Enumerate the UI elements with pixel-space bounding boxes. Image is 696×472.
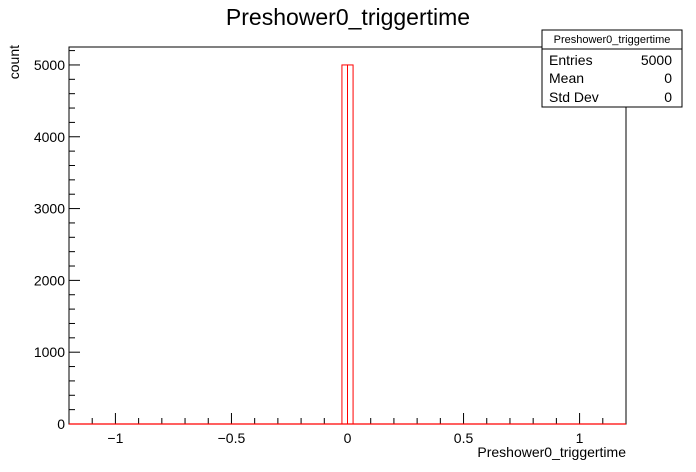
stats-box: Preshower0_triggertime Entries 5000 Mean… <box>541 29 683 108</box>
stats-stddev-value: 0 <box>664 89 672 105</box>
stats-mean-value: 0 <box>664 70 672 86</box>
stats-title: Preshower0_triggertime <box>554 34 671 46</box>
x-tick-label: 0 <box>344 430 352 446</box>
histogram-bin <box>341 64 348 425</box>
stats-entries-label: Entries <box>549 52 593 68</box>
x-tick-label: 0.5 <box>454 430 474 446</box>
stats-mean-label: Mean <box>549 70 584 86</box>
stats-entries-value: 5000 <box>641 52 672 68</box>
y-tick-label: 4000 <box>34 129 65 145</box>
stats-stddev-label: Std Dev <box>549 89 599 105</box>
x-tick-label: −1 <box>107 430 123 446</box>
y-tick-label: 0 <box>57 416 65 432</box>
x-axis-label: Preshower0_triggertime <box>477 444 626 460</box>
histogram-bins <box>69 64 626 425</box>
y-tick-label: 3000 <box>34 201 65 217</box>
y-axis-label: count <box>6 45 22 79</box>
x-tick-label: 1 <box>576 430 584 446</box>
y-tick-label: 1000 <box>34 344 65 360</box>
chart-title: Preshower0_triggertime <box>226 4 470 30</box>
histogram-bin <box>347 64 354 425</box>
x-tick-label: −0.5 <box>218 430 246 446</box>
y-tick-label: 5000 <box>34 57 65 73</box>
axes: −1 −0.5 0 0.5 1 0 1000 2000 3000 4000 5000 <box>34 46 627 446</box>
y-tick-label: 2000 <box>34 272 65 288</box>
